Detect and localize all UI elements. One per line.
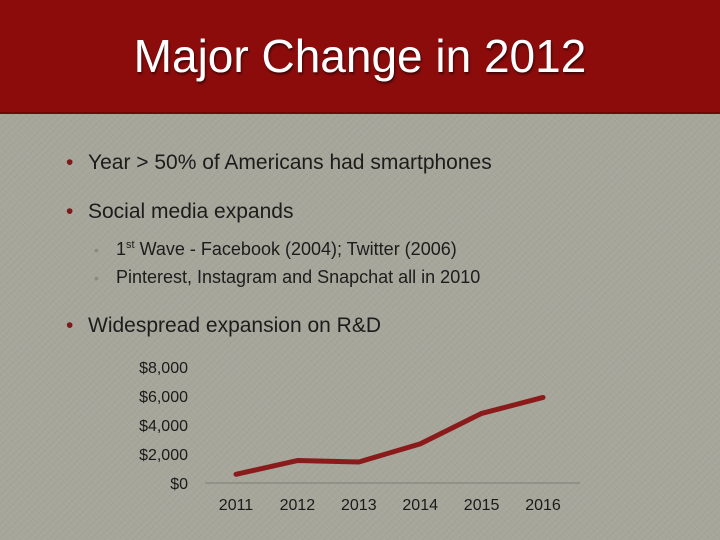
x-tick-label: 2013 bbox=[341, 497, 377, 514]
y-axis-labels: $0 $2,000 $4,000 $6,000 $8,000 bbox=[139, 360, 188, 493]
sub-bullet-first-wave: • 1st Wave - Facebook (2004); Twitter (20… bbox=[94, 234, 457, 261]
sub-bullet-prefix: 1 bbox=[116, 239, 127, 259]
series-group bbox=[233, 394, 546, 477]
sub-bullet-dot-icon: • bbox=[94, 242, 99, 258]
y-tick-label: $2,000 bbox=[139, 447, 188, 464]
x-tick-label: 2011 bbox=[219, 497, 254, 514]
rd-line-chart: $0$2,000$4,000$6,000$8,000 2011 2012 2013 2… bbox=[139, 360, 580, 514]
x-tick-label: 2014 bbox=[402, 497, 438, 514]
y-tick-label: $6,000 bbox=[139, 389, 188, 406]
series-line bbox=[233, 394, 546, 477]
x-tick-label: 2015 bbox=[464, 497, 500, 514]
bullet-rd-expansion: • Widespread expansion on R&D bbox=[66, 313, 381, 339]
bullet-social-media: • Social media expands bbox=[66, 199, 293, 225]
y-tick-label: $0 bbox=[170, 476, 188, 493]
bullet-smartphones: • Year > 50% of Americans had smartphones bbox=[66, 150, 492, 176]
bullet-dot-icon: • bbox=[66, 200, 74, 223]
slide-title: Major Change in 2012 bbox=[133, 30, 587, 82]
bullet-dot-icon: • bbox=[66, 314, 74, 337]
x-tick-label: 2012 bbox=[280, 497, 316, 514]
sub-bullet-pinterest: • Pinterest, Instagram and Snapchat all i… bbox=[94, 266, 480, 289]
y-tick-label: $8,000 bbox=[139, 360, 188, 377]
sub-bullet-superscript: st bbox=[126, 239, 135, 251]
bullet-text: Social media expands bbox=[88, 200, 294, 223]
y-tick-label: $4,000 bbox=[139, 418, 188, 435]
x-tick-label: 2016 bbox=[525, 497, 561, 514]
bullet-dot-icon: • bbox=[66, 151, 74, 174]
sub-bullet-dot-icon: • bbox=[94, 270, 99, 286]
sub-bullet-text: Wave - Facebook (2004); Twitter (2006) bbox=[134, 239, 457, 259]
bullet-text: Widespread expansion on R&D bbox=[88, 314, 381, 337]
sub-bullet-text: Pinterest, Instagram and Snapchat all in… bbox=[116, 267, 481, 287]
title-bar: Major Change in 2012 bbox=[0, 0, 720, 114]
x-axis-labels: 2011 2012 2013 2014 2015 2016 bbox=[219, 497, 561, 514]
bullet-text: Year > 50% of Americans had smartphones bbox=[88, 151, 492, 174]
